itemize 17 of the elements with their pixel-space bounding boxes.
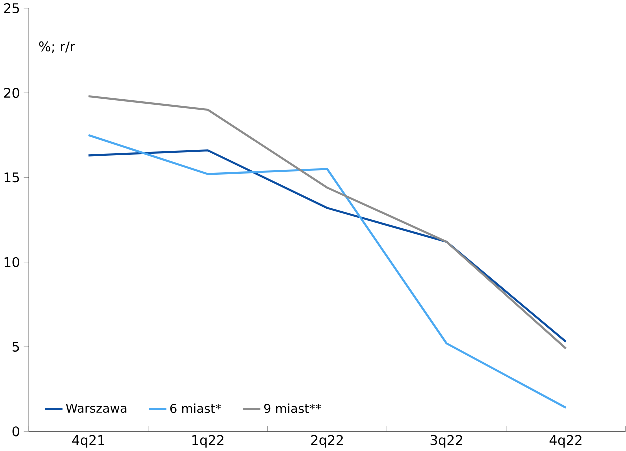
- legend-label: 9 miast**: [264, 404, 322, 414]
- line-series: [88, 95, 568, 350]
- legend-label: Warszawa: [66, 404, 127, 413]
- line-series: [88, 149, 568, 343]
- y-tick-label: 10: [4, 257, 20, 268]
- y-tick-label: 0: [12, 426, 20, 437]
- y-tick-label: 5: [12, 342, 20, 352]
- y-tick-label: 25: [4, 3, 20, 14]
- y-axis-title: %; r/r: [39, 42, 76, 53]
- x-tick-label: 4q22: [550, 435, 582, 448]
- x-tick-label: 4q21: [72, 435, 104, 448]
- y-tick-label: 15: [4, 172, 20, 183]
- y-tick-label: 20: [4, 88, 20, 98]
- x-tick-label: 2q22: [311, 435, 343, 448]
- x-tick-label: 3q22: [430, 435, 462, 448]
- x-tick-label: 1q22: [192, 435, 224, 448]
- legend-label: 6 miast*: [170, 404, 222, 414]
